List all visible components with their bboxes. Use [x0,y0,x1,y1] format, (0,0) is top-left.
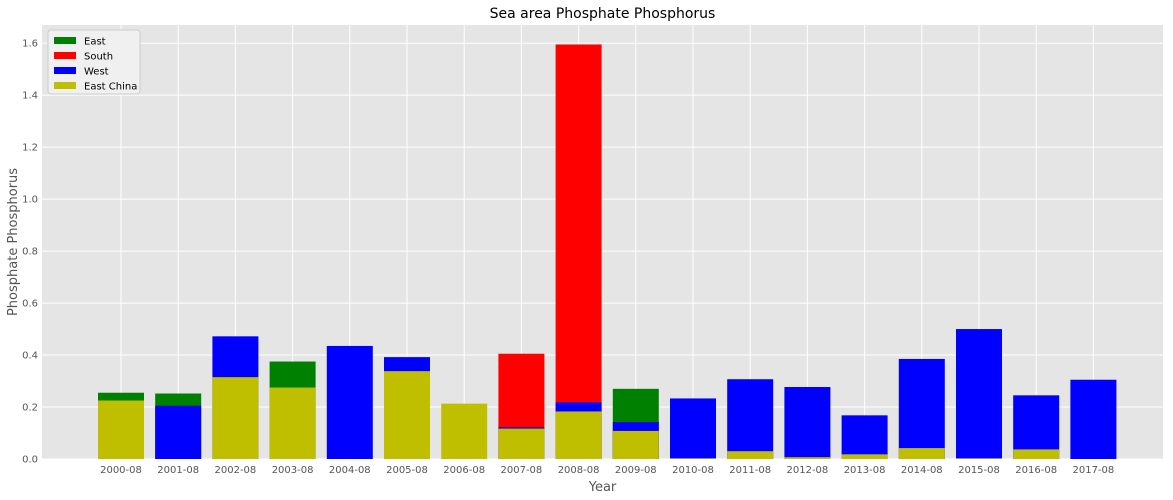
bar-west-2013-08 [841,415,888,459]
x-tick-label: 2007-08 [501,465,543,476]
bar-east-china-2005-08 [384,371,430,459]
bar-east-china-2007-08 [498,428,545,459]
bar-east-china-2012-08 [784,457,831,459]
bar-west-2016-08 [1013,395,1060,459]
y-tick-label: 1.0 [22,195,38,206]
legend-swatch [54,82,76,89]
x-tick-label: 2015-08 [958,465,1000,476]
y-tick-label: 1.4 [22,91,38,102]
x-tick-label: 2004-08 [329,465,371,476]
bar-east-china-2000-08 [98,400,144,459]
y-tick-label: 0.6 [22,299,38,310]
bar-west-2011-08 [727,379,774,459]
y-tick-label: 0.0 [22,455,38,466]
bar-west-2001-08 [155,405,202,459]
bar-east-china-2016-08 [1013,449,1060,459]
x-tick-label: 2017-08 [1073,465,1115,476]
bar-east-china-2009-08 [612,430,659,459]
bar-east-china-2014-08 [898,448,945,459]
x-tick-label: 2009-08 [615,465,657,476]
x-tick-label: 2006-08 [443,465,485,476]
y-axis-label: Phosphate Phosphorus [6,168,21,316]
bar-east-china-2002-08 [212,377,259,459]
bars [98,44,1117,459]
x-tick-label: 2003-08 [272,465,314,476]
bar-west-2014-08 [898,358,945,459]
y-tick-label: 0.4 [22,351,38,362]
legend-label: East [84,37,106,48]
legend: East South West East China [47,29,141,95]
y-axis-ticks: 0.0 0.2 0.4 0.6 0.8 1.0 1.2 1.4 1.6 [22,39,38,466]
legend-label: South [84,52,113,63]
x-tick-label: 2016-08 [1015,465,1057,476]
x-tick-label: 2013-08 [844,465,886,476]
bar-west-2004-08 [326,345,373,459]
x-tick-label: 2014-08 [901,465,943,476]
bar-west-2012-08 [784,387,831,459]
bar-east-china-2008-08 [555,411,602,459]
x-tick-label: 2000-08 [100,465,142,476]
legend-swatch [54,67,76,74]
bar-east-china-2010-08 [670,458,716,459]
x-tick-label: 2002-08 [215,465,257,476]
bar-east-china-2011-08 [727,451,774,459]
bar-west-2015-08 [956,329,1002,459]
legend-swatch [54,52,76,59]
bar-south-2008-08 [555,44,602,459]
legend-box [47,29,141,95]
x-tick-label: 2005-08 [386,465,428,476]
y-tick-label: 0.2 [22,403,38,414]
x-tick-label: 2008-08 [558,465,600,476]
x-tick-label: 2012-08 [787,465,829,476]
y-tick-label: 1.2 [22,143,38,154]
legend-label: West [84,67,109,78]
x-axis-label: Year [588,480,617,495]
x-tick-label: 2010-08 [672,465,714,476]
legend-swatch [54,37,76,44]
bar-east-china-2003-08 [269,387,316,459]
chart-title: Sea area Phosphate Phosphorus [490,6,716,22]
bar-east-china-2015-08 [956,458,1002,459]
x-tick-label: 2001-08 [157,465,199,476]
bar-east-china-2006-08 [441,403,488,459]
y-tick-label: 0.8 [22,247,38,258]
bar-west-2010-08 [670,398,716,459]
x-tick-label: 2011-08 [729,465,771,476]
bar-west-2017-08 [1070,379,1117,459]
bar-east-china-2013-08 [841,454,888,459]
y-tick-label: 1.6 [22,39,38,50]
x-axis-ticks: 2000-08 2001-08 2002-08 2003-08 2004-08 2005-… [100,465,1114,476]
legend-label: East China [84,82,137,93]
